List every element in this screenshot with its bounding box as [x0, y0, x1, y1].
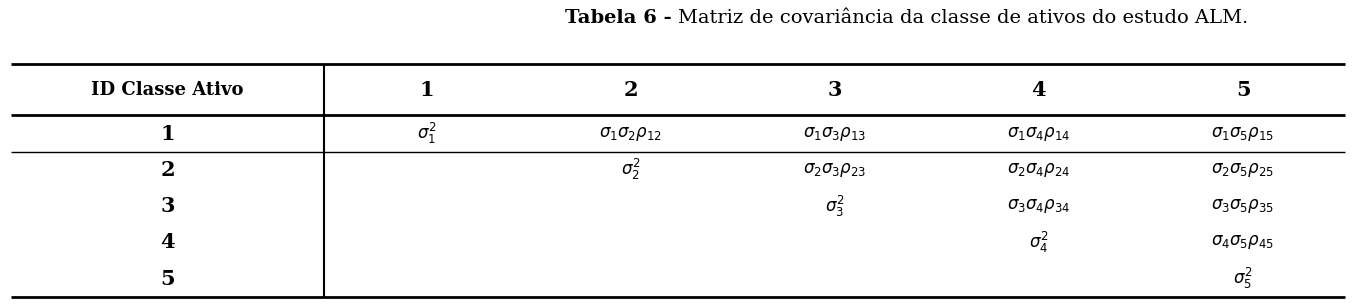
Text: ID Classe Ativo: ID Classe Ativo [91, 81, 244, 99]
Text: 2: 2 [624, 80, 637, 100]
Text: 1: 1 [160, 124, 175, 144]
Text: 4: 4 [1032, 80, 1047, 100]
Text: $\sigma_2^2$: $\sigma_2^2$ [621, 157, 640, 182]
Text: $\sigma_3\sigma_4\rho_{34}$: $\sigma_3\sigma_4\rho_{34}$ [1008, 197, 1071, 215]
Text: $\sigma_1^2$: $\sigma_1^2$ [416, 121, 437, 146]
Text: Tabela 6 -: Tabela 6 - [564, 9, 678, 27]
Text: $\sigma_3\sigma_5\rho_{35}$: $\sigma_3\sigma_5\rho_{35}$ [1211, 197, 1275, 215]
Text: $\sigma_2\sigma_4\rho_{24}$: $\sigma_2\sigma_4\rho_{24}$ [1008, 161, 1071, 179]
Text: 2: 2 [160, 160, 175, 180]
Text: $\sigma_1\sigma_3\rho_{13}$: $\sigma_1\sigma_3\rho_{13}$ [803, 125, 866, 143]
Text: $\sigma_4^2$: $\sigma_4^2$ [1029, 230, 1048, 255]
Text: 5: 5 [1235, 80, 1250, 100]
Text: $\sigma_2\sigma_3\rho_{23}$: $\sigma_2\sigma_3\rho_{23}$ [803, 161, 866, 179]
Text: $\sigma_3^2$: $\sigma_3^2$ [824, 194, 845, 219]
Text: 4: 4 [160, 232, 175, 252]
Text: $\sigma_1\sigma_2\rho_{12}$: $\sigma_1\sigma_2\rho_{12}$ [599, 125, 662, 143]
Text: 3: 3 [827, 80, 842, 100]
Text: 3: 3 [160, 196, 175, 216]
Text: Matriz de covariância da classe de ativos do estudo ALM.: Matriz de covariância da classe de ativo… [678, 9, 1249, 27]
Text: $\sigma_1\sigma_4\rho_{14}$: $\sigma_1\sigma_4\rho_{14}$ [1008, 125, 1071, 143]
Text: $\sigma_2\sigma_5\rho_{25}$: $\sigma_2\sigma_5\rho_{25}$ [1211, 161, 1275, 179]
Text: $\sigma_1\sigma_5\rho_{15}$: $\sigma_1\sigma_5\rho_{15}$ [1211, 125, 1275, 143]
Text: $\sigma_5^2$: $\sigma_5^2$ [1233, 266, 1253, 291]
Text: 1: 1 [419, 80, 434, 100]
Text: $\sigma_4\sigma_5\rho_{45}$: $\sigma_4\sigma_5\rho_{45}$ [1211, 233, 1275, 252]
Text: 5: 5 [160, 269, 175, 289]
